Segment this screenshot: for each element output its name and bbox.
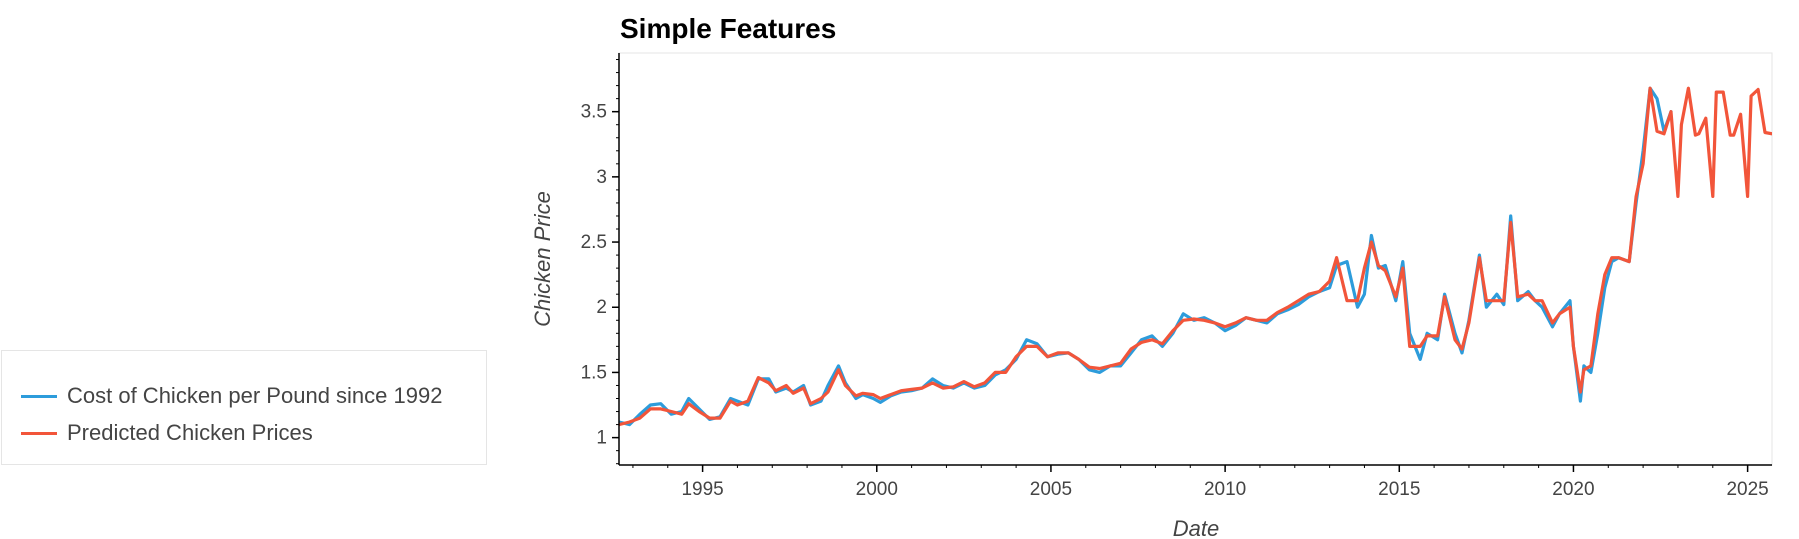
plot-frame [618,52,1773,466]
x-tick-label: 2025 [1726,479,1768,500]
x-tick-label: 2015 [1378,479,1420,500]
y-tick-label: 3 [596,167,607,188]
x-tick-label: 1995 [681,479,723,500]
x-tick-label: 2010 [1204,479,1246,500]
x-tick-label: 2005 [1030,479,1072,500]
y-tick-label: 2.5 [581,232,607,253]
y-tick-label: 2 [596,297,607,318]
y-tick-label: 1.5 [581,362,607,383]
x-axis-ticks: 1995 2000 2005 2010 2015 2020 2025 [632,465,1769,500]
x-tick-label: 2000 [856,479,898,500]
x-tick-label: 2020 [1552,479,1594,500]
legend-item-predicted: Predicted Chicken Prices [21,418,313,448]
series-line-predicted [619,86,1772,427]
chart-title: Simple Features [620,13,836,44]
chart-legend: Cost of Chicken per Pound since 1992 Pre… [1,350,487,465]
legend-item-actual: Cost of Chicken per Pound since 1992 [21,381,442,411]
x-axis-label: Date [1173,516,1219,539]
y-tick-label: 1 [596,428,607,449]
y-axis-label: Chicken Price [530,191,555,327]
y-tick-label: 3.5 [581,102,607,123]
legend-swatch-predicted [21,431,57,435]
y-axis-ticks: 1 1.5 2 2.5 3 3.5 [581,59,619,465]
legend-label-actual: Cost of Chicken per Pound since 1992 [67,383,443,408]
legend-label-predicted: Predicted Chicken Prices [67,420,313,445]
legend-swatch-actual [21,394,57,398]
series-layer [619,86,1772,427]
